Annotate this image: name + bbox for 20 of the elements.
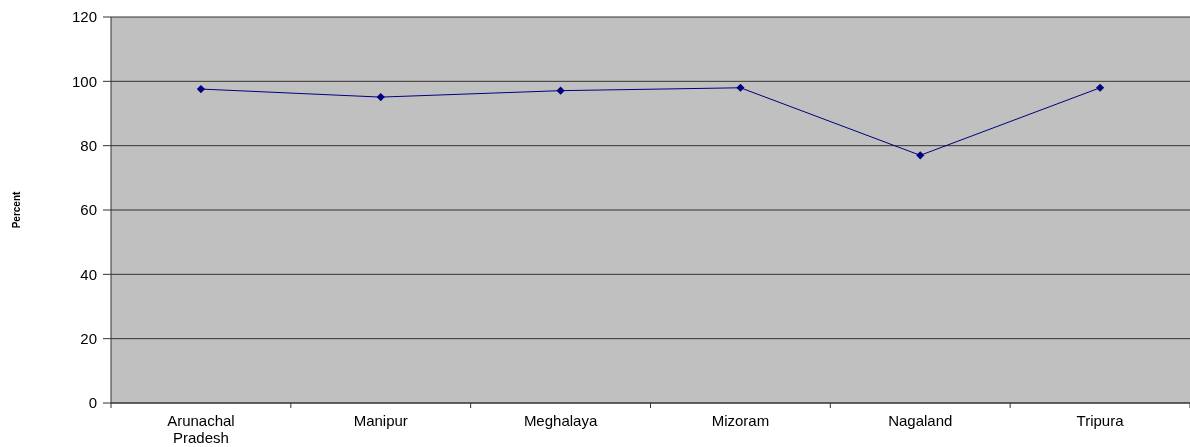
y-tick-label: 120 (71, 8, 97, 26)
y-tick-label: 60 (80, 201, 97, 219)
point (1095, 83, 1105, 92)
y-tick-label: 20 (80, 329, 97, 347)
x-tick-label: Manipur (353, 412, 408, 429)
point (916, 151, 925, 160)
point (376, 93, 385, 102)
y-tick-label: 80 (80, 136, 97, 154)
x-tick-label: Tripura (1076, 412, 1125, 429)
x-tick-label: Meghalaya (523, 412, 598, 429)
x-tick-label: Nagaland (888, 412, 953, 429)
point (736, 83, 745, 92)
y-tick-label: 40 (80, 265, 97, 283)
point (196, 84, 206, 94)
x-tick-label: Mizoram (711, 412, 770, 429)
x-tick-label: Arunachal Pradesh (167, 412, 235, 446)
point (556, 86, 565, 95)
y-tick-label: 0 (88, 394, 97, 412)
y-tick-label: 100 (71, 72, 97, 90)
y-axis-title: Percent (11, 190, 22, 229)
